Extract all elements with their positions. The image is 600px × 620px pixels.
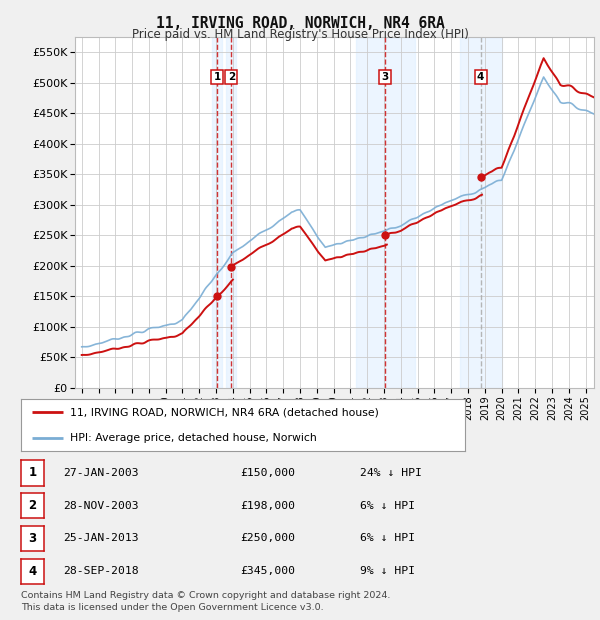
Text: 28-NOV-2003: 28-NOV-2003 — [63, 500, 139, 511]
Text: 2: 2 — [228, 72, 235, 82]
Text: £250,000: £250,000 — [240, 533, 295, 544]
Bar — [226, 37, 236, 387]
Bar — [356, 37, 415, 387]
Text: 11, IRVING ROAD, NORWICH, NR4 6RA: 11, IRVING ROAD, NORWICH, NR4 6RA — [155, 16, 445, 31]
Text: 2: 2 — [28, 499, 37, 512]
Text: 28-SEP-2018: 28-SEP-2018 — [63, 566, 139, 577]
Text: 3: 3 — [28, 532, 37, 545]
Text: 9% ↓ HPI: 9% ↓ HPI — [360, 566, 415, 577]
Text: 24% ↓ HPI: 24% ↓ HPI — [360, 467, 422, 478]
Text: 27-JAN-2003: 27-JAN-2003 — [63, 467, 139, 478]
Text: 4: 4 — [28, 565, 37, 578]
Text: 6% ↓ HPI: 6% ↓ HPI — [360, 500, 415, 511]
Text: 25-JAN-2013: 25-JAN-2013 — [63, 533, 139, 544]
Text: £198,000: £198,000 — [240, 500, 295, 511]
Text: 3: 3 — [382, 72, 389, 82]
Text: 6% ↓ HPI: 6% ↓ HPI — [360, 533, 415, 544]
Text: 1: 1 — [28, 466, 37, 479]
Text: HPI: Average price, detached house, Norwich: HPI: Average price, detached house, Norw… — [70, 433, 317, 443]
Text: £150,000: £150,000 — [240, 467, 295, 478]
Text: Contains HM Land Registry data © Crown copyright and database right 2024.
This d: Contains HM Land Registry data © Crown c… — [21, 591, 391, 612]
Text: Price paid vs. HM Land Registry's House Price Index (HPI): Price paid vs. HM Land Registry's House … — [131, 28, 469, 41]
Text: 11, IRVING ROAD, NORWICH, NR4 6RA (detached house): 11, IRVING ROAD, NORWICH, NR4 6RA (detac… — [70, 407, 379, 417]
Bar — [460, 37, 502, 387]
Text: 4: 4 — [477, 72, 484, 82]
Text: £345,000: £345,000 — [240, 566, 295, 577]
Text: 1: 1 — [214, 72, 221, 82]
Bar — [212, 37, 223, 387]
